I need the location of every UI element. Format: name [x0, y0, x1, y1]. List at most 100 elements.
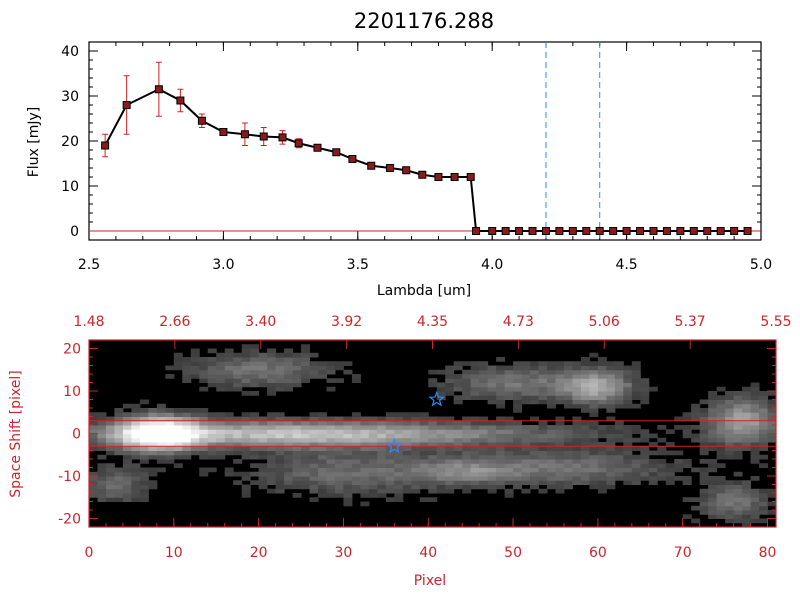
- image-pixel: [538, 395, 548, 400]
- image-pixel: [699, 467, 709, 473]
- image-pixel: [241, 344, 251, 349]
- image-pixel: [292, 446, 302, 451]
- image-pixel: [555, 361, 565, 366]
- image-pixel: [436, 450, 446, 456]
- flux-point: [367, 161, 376, 170]
- image-pixel: [377, 454, 387, 460]
- image-pixel: [343, 450, 353, 456]
- image-pixel: [538, 463, 548, 468]
- image-pixel: [224, 416, 234, 422]
- image-pixel: [105, 446, 115, 451]
- image-pixel: [716, 386, 726, 392]
- image-pixel: [207, 450, 217, 456]
- image-pixel: [267, 391, 277, 396]
- image-pixel: [360, 446, 370, 451]
- image-pixel: [462, 425, 472, 430]
- image-pixel: [462, 378, 472, 383]
- image-pixel: [725, 480, 735, 485]
- image-pixel: [530, 467, 540, 473]
- image-pixel: [470, 480, 480, 485]
- image-pixel: [258, 471, 268, 477]
- image-pixel: [597, 395, 607, 400]
- image-pixel: [504, 446, 514, 451]
- image-pixel: [233, 416, 243, 422]
- image-pixel: [368, 493, 378, 498]
- image-pixel: [479, 459, 489, 464]
- image-pixel: [343, 463, 353, 468]
- image-pixel: [699, 450, 709, 456]
- image-pixel: [742, 386, 752, 392]
- image-pixel: [555, 467, 565, 473]
- image-pixel: [258, 416, 268, 422]
- image-pixel: [343, 476, 353, 481]
- image-pixel: [131, 480, 141, 485]
- image-pixel: [394, 488, 404, 494]
- image-pixel: [309, 437, 319, 443]
- image-overlays: [88, 339, 777, 528]
- image-pixel: [733, 514, 743, 519]
- image-pixel: [750, 433, 760, 439]
- image-pixel: [182, 412, 192, 417]
- image-pixel: [318, 416, 327, 422]
- image-pixel: [742, 420, 752, 426]
- image-pixel: [640, 476, 650, 481]
- image-pixel: [445, 471, 455, 477]
- image-pixel: [419, 412, 429, 417]
- image-pixel: [199, 412, 209, 417]
- image-pixel: [453, 476, 463, 481]
- image-pixel: [453, 365, 463, 371]
- image-pixel: [131, 467, 141, 473]
- image-pixel: [334, 425, 344, 430]
- image-pixel: [309, 480, 319, 485]
- image-pixel: [657, 437, 667, 443]
- image-pixel: [207, 378, 217, 383]
- image-pixel: [301, 463, 311, 468]
- image-pixel: [563, 484, 573, 490]
- image-pixel: [173, 420, 183, 426]
- image-pixel: [504, 442, 514, 447]
- image-pixel: [301, 454, 311, 460]
- image-pixel: [334, 471, 344, 477]
- image-pixel: [368, 416, 378, 422]
- image-pixel: [623, 437, 633, 443]
- image-pixel: [742, 446, 752, 451]
- image-pixel: [614, 378, 624, 383]
- image-pixel: [377, 425, 387, 430]
- wavelength-tick-label: 4.73: [503, 314, 534, 330]
- image-pixel: [674, 450, 684, 456]
- image-pixel: [563, 429, 573, 434]
- image-pixel: [250, 369, 260, 375]
- image-pixel: [487, 420, 497, 426]
- image-pixel: [470, 454, 480, 460]
- pixel-tick-label: 50: [504, 545, 522, 561]
- image-pixel: [589, 382, 599, 388]
- image-pixel: [453, 450, 463, 456]
- image-pixel: [699, 501, 709, 507]
- image-pixel: [385, 429, 395, 434]
- flux-point: [154, 85, 163, 94]
- image-pixel: [606, 382, 616, 388]
- image-pixel: [470, 429, 480, 434]
- image-pixel: [708, 505, 718, 511]
- image-pixel: [351, 442, 361, 447]
- image-pixel: [580, 425, 590, 430]
- image-pixel: [725, 510, 735, 515]
- image-pixel: [479, 467, 489, 473]
- image-pixel: [631, 374, 641, 379]
- image-pixel: [275, 382, 285, 388]
- image-pixel: [530, 399, 540, 405]
- image-pixel: [572, 369, 582, 375]
- image-pixel: [309, 369, 319, 375]
- image-pixel: [530, 365, 540, 371]
- image-pixel: [275, 352, 285, 358]
- image-pixel: [207, 369, 217, 375]
- image-pixel: [555, 378, 565, 383]
- image-pixel: [377, 433, 387, 439]
- image-pixel: [275, 450, 285, 456]
- image-pixel: [250, 425, 260, 430]
- image-pixel: [309, 467, 319, 473]
- image-pixel: [614, 429, 624, 434]
- image-pixel: [606, 471, 616, 477]
- image-pixel: [97, 488, 107, 494]
- image-pixel: [284, 382, 294, 388]
